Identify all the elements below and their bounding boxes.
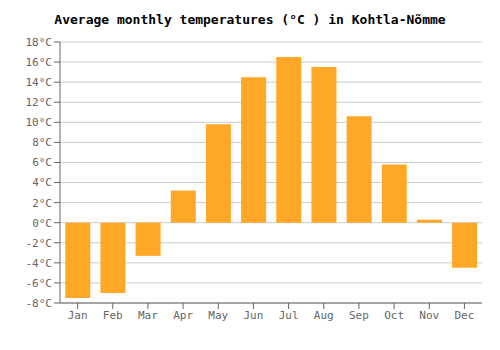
svg-text:10°C: 10°C [26, 116, 53, 129]
svg-text:Dec: Dec [454, 309, 474, 322]
svg-text:Jan: Jan [68, 309, 88, 322]
svg-text:0°C: 0°C [32, 217, 52, 230]
svg-text:-6°C: -6°C [26, 277, 53, 290]
svg-text:Jul: Jul [279, 309, 299, 322]
svg-text:12°C: 12°C [26, 96, 53, 109]
svg-text:8°C: 8°C [32, 136, 52, 149]
svg-text:16°C: 16°C [26, 56, 53, 69]
html-text:Average monthly temperatures (: Average monthly temperatures (°C ) in Ko… [54, 12, 446, 27]
svg-text:Sep: Sep [349, 309, 369, 322]
svg-text:-2°C: -2°C [26, 237, 53, 250]
svg-text:Feb: Feb [103, 309, 123, 322]
svg-text:Nov: Nov [419, 309, 439, 322]
svg-text:Oct: Oct [384, 309, 404, 322]
svg-text:4°C: 4°C [32, 176, 52, 189]
svg-text:Jun: Jun [243, 309, 263, 322]
svg-text:Apr: Apr [173, 309, 193, 322]
svg-text:6°C: 6°C [32, 156, 52, 169]
svg-text:-8°C: -8°C [26, 297, 53, 310]
svg-text:-4°C: -4°C [26, 257, 53, 270]
svg-text:14°C: 14°C [26, 76, 53, 89]
svg-text:May: May [208, 309, 228, 322]
svg-text:Aug: Aug [314, 309, 334, 322]
svg-text:18°C: 18°C [26, 36, 53, 49]
svg-text:2°C: 2°C [32, 197, 52, 210]
svg-text:Mar: Mar [138, 309, 158, 322]
